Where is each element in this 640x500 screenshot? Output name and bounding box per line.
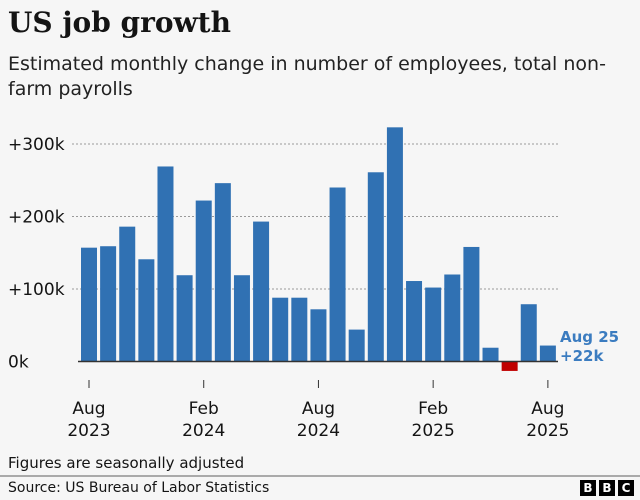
x-tick-label-year: 2025 bbox=[526, 421, 569, 441]
x-tick-label-month: Aug bbox=[302, 399, 335, 419]
bar-oct-2023 bbox=[119, 226, 136, 362]
bar-may-2024 bbox=[253, 221, 270, 362]
bar-nov-2024 bbox=[367, 172, 384, 362]
bar-jul-2024 bbox=[291, 297, 308, 362]
bar-jan-2025 bbox=[406, 281, 423, 362]
annotation-date: Aug 25 bbox=[560, 328, 619, 346]
bar-may-2025 bbox=[482, 347, 499, 362]
bar-aug-2025 bbox=[539, 345, 556, 362]
bar-sep-2024 bbox=[329, 187, 346, 362]
bar-sep-2023 bbox=[100, 246, 117, 362]
bar-jun-2024 bbox=[272, 297, 289, 362]
x-tick-label-month: Aug bbox=[72, 399, 105, 419]
bar-feb-2024 bbox=[195, 200, 212, 362]
chart-subtitle: Estimated monthly change in number of em… bbox=[8, 53, 606, 100]
bar-dec-2023 bbox=[157, 166, 174, 362]
bar-nov-2023 bbox=[138, 259, 155, 362]
footnote: Figures are seasonally adjusted bbox=[8, 454, 245, 472]
bar-jun-2025 bbox=[501, 361, 518, 371]
y-tick-label: 0k bbox=[8, 353, 29, 373]
bar-mar-2025 bbox=[444, 274, 461, 362]
x-tick-label-year: 2024 bbox=[182, 421, 225, 441]
bar-chart: 0k+100k+200k+300kAug2023Feb2024Aug2024Fe… bbox=[8, 127, 619, 441]
bar-feb-2025 bbox=[425, 287, 442, 362]
bar-apr-2025 bbox=[463, 246, 480, 362]
y-tick-label: +200k bbox=[8, 208, 65, 228]
bar-oct-2024 bbox=[348, 329, 365, 362]
y-tick-label: +100k bbox=[8, 280, 65, 300]
bar-aug-2023 bbox=[81, 247, 97, 362]
x-tick-label-month: Feb bbox=[189, 399, 219, 419]
bar-apr-2024 bbox=[233, 275, 250, 362]
x-tick-label-month: Aug bbox=[531, 399, 564, 419]
bar-aug-2024 bbox=[310, 309, 327, 362]
x-tick-label-year: 2024 bbox=[297, 421, 340, 441]
bar-dec-2024 bbox=[386, 127, 403, 362]
bar-jul-2025 bbox=[520, 304, 537, 362]
chart-title: US job growth bbox=[8, 6, 231, 39]
annotation-value: +22k bbox=[560, 347, 604, 365]
x-tick-label-year: 2023 bbox=[67, 421, 110, 441]
footer-divider bbox=[0, 475, 640, 477]
bar-mar-2024 bbox=[214, 183, 231, 362]
source-text: Source: US Bureau of Labor Statistics bbox=[8, 480, 270, 496]
bar-jan-2024 bbox=[176, 275, 193, 362]
x-tick-label-month: Feb bbox=[418, 399, 448, 419]
x-tick-label-year: 2025 bbox=[412, 421, 455, 441]
y-tick-label: +300k bbox=[8, 135, 65, 155]
